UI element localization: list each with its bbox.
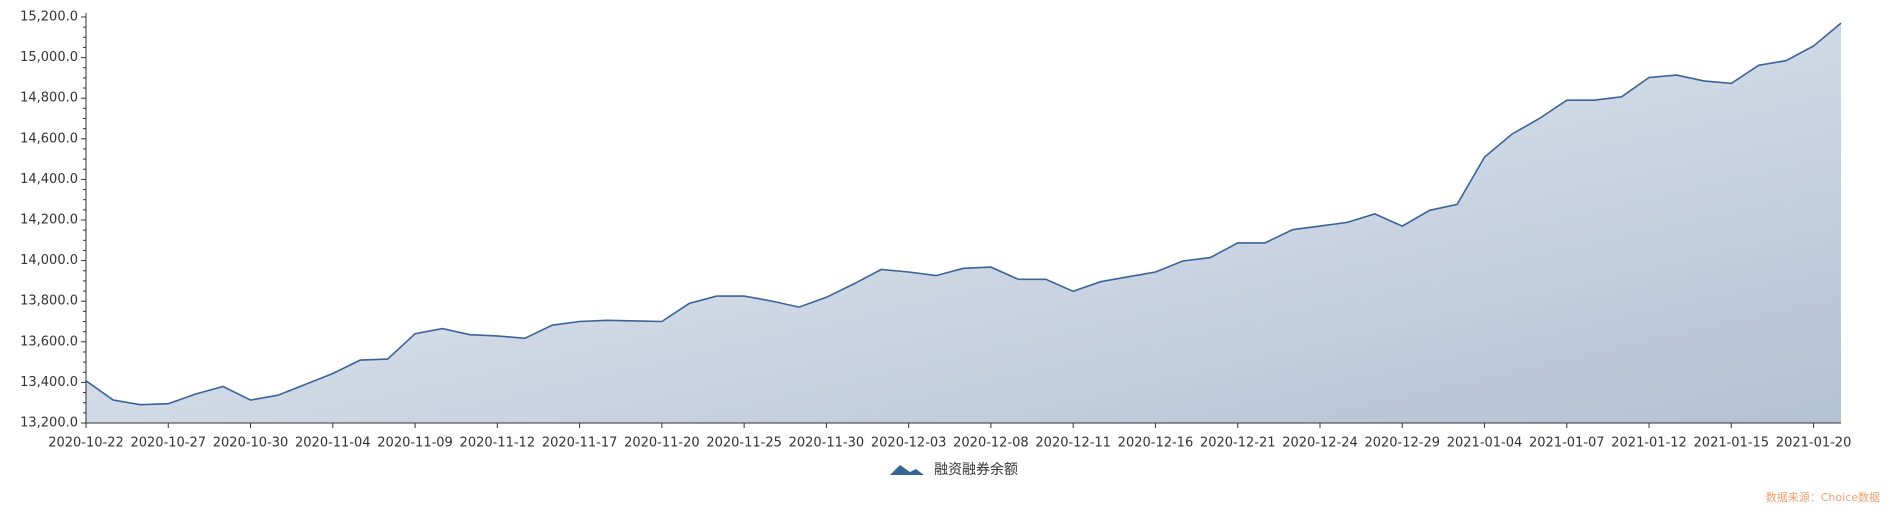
x-tick-label: 2020-11-25: [706, 436, 782, 451]
y-tick-label: 15,000.0: [20, 50, 78, 65]
x-tick-label: 2020-10-30: [213, 436, 289, 451]
y-tick-label: 14,200.0: [20, 213, 78, 228]
y-tick-label: 13,400.0: [20, 375, 78, 390]
x-tick-label: 2021-01-07: [1529, 436, 1605, 451]
x-tick-label: 2020-11-17: [542, 436, 618, 451]
legend-label: 融资融券余额: [934, 461, 1018, 478]
x-tick-label: 2020-12-29: [1364, 436, 1440, 451]
x-tick-label: 2020-12-24: [1282, 436, 1358, 451]
x-tick-label: 2020-11-04: [295, 436, 371, 451]
area: [86, 23, 1841, 423]
source: 数据来源：Choice数据: [1766, 490, 1880, 504]
x-tick-label: 2021-01-20: [1776, 436, 1852, 451]
x-tick-label: 2020-11-12: [460, 436, 536, 451]
x-tick-label: 2020-12-11: [1035, 436, 1111, 451]
x-tick-label: 2021-01-04: [1447, 436, 1523, 451]
x-tick-label: 2020-11-20: [624, 436, 700, 451]
x-tick-label: 2020-12-08: [953, 436, 1029, 451]
x-tick-label: 2021-01-15: [1694, 436, 1770, 451]
x-tick-label: 2020-10-27: [130, 436, 206, 451]
y-tick-label: 14,400.0: [20, 172, 78, 187]
x-tick-label: 2020-12-03: [871, 436, 947, 451]
x-tick-label: 2020-10-22: [48, 436, 124, 451]
x-tick-label: 2020-11-09: [377, 436, 453, 451]
x-tick-label: 2020-11-30: [789, 436, 865, 451]
y-tick-label: 14,800.0: [20, 91, 78, 106]
y-tick-label: 13,200.0: [20, 416, 78, 431]
x-tick-label: 2020-12-21: [1200, 436, 1276, 451]
y-tick-label: 14,600.0: [20, 131, 78, 146]
y-tick-label: 14,000.0: [20, 253, 78, 268]
line: [85, 22, 1842, 406]
y-tick-label: 15,200.0: [20, 10, 78, 25]
x-tick-label: 2021-01-12: [1611, 436, 1687, 451]
y-tick-label: 13,600.0: [20, 334, 78, 349]
x-tick-label: 2020-12-16: [1118, 436, 1194, 451]
y-tick-label: 13,800.0: [20, 294, 78, 309]
legend-icon: [890, 465, 924, 475]
